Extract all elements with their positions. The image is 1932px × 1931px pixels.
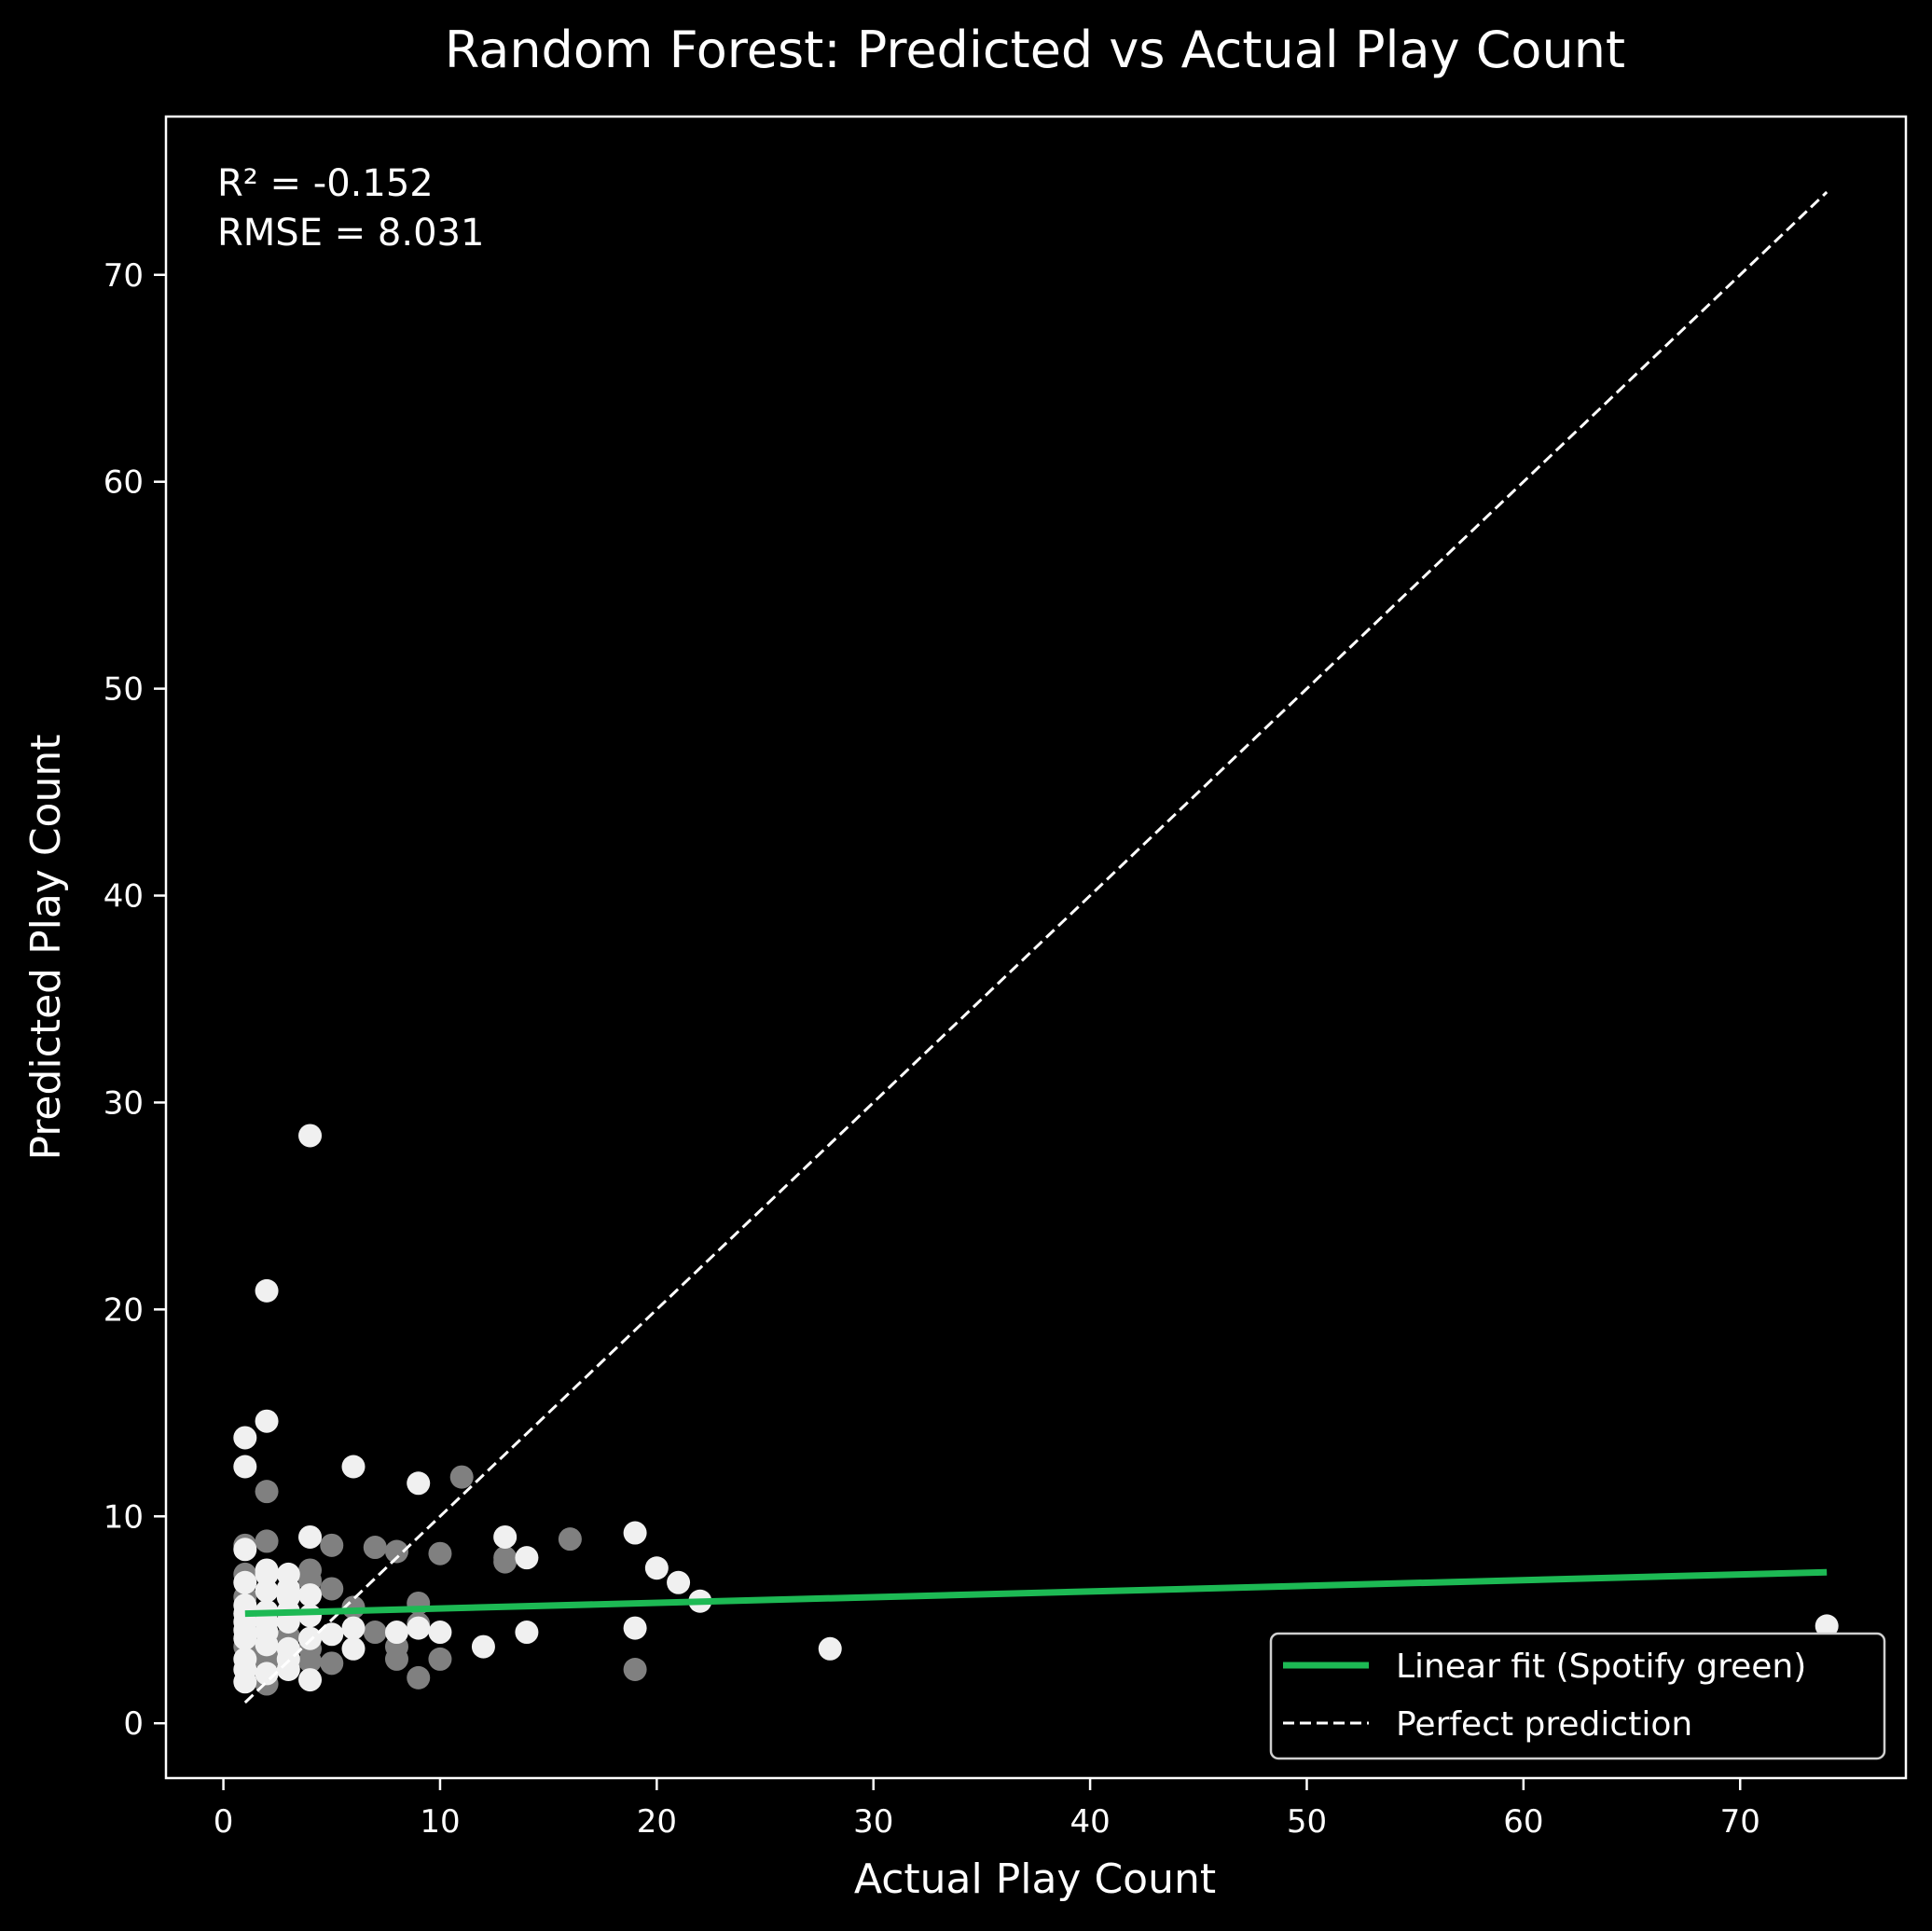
legend-fit-label: Linear fit (Spotify green) bbox=[1396, 1648, 1806, 1686]
legend: Linear fit (Spotify green) Perfect predi… bbox=[1269, 1632, 1886, 1760]
y-tick-label: 50 bbox=[104, 671, 144, 709]
scatter-point bbox=[428, 1541, 452, 1565]
scatter-point bbox=[255, 1529, 279, 1553]
scatter-point bbox=[320, 1577, 344, 1601]
scatter-point bbox=[233, 1426, 257, 1450]
scatter-point bbox=[298, 1649, 323, 1674]
scatter-point bbox=[255, 1579, 279, 1603]
scatter-point bbox=[363, 1536, 387, 1560]
scatter-point bbox=[407, 1471, 431, 1496]
scatter-point bbox=[276, 1609, 300, 1634]
x-tick-label: 20 bbox=[637, 1803, 677, 1841]
scatter-point bbox=[407, 1616, 431, 1640]
scatter-point bbox=[298, 1524, 323, 1549]
scatter-point bbox=[341, 1636, 366, 1661]
scatter-point bbox=[407, 1665, 431, 1690]
chart-title: Random Forest: Predicted vs Actual Play … bbox=[445, 21, 1625, 79]
y-tick-label: 70 bbox=[104, 257, 144, 295]
y-tick-label: 10 bbox=[104, 1498, 144, 1536]
scatter-point bbox=[515, 1621, 539, 1645]
scatter-point bbox=[449, 1465, 474, 1489]
rmse-annotation: RMSE = 8.031 bbox=[217, 212, 484, 255]
scatter-point bbox=[233, 1570, 257, 1594]
scatter-point bbox=[298, 1124, 323, 1148]
scatter-point bbox=[818, 1636, 842, 1661]
scatter-point bbox=[255, 1562, 279, 1586]
r-squared-annotation: R² = -0.152 bbox=[217, 162, 434, 205]
y-tick-label: 20 bbox=[104, 1291, 144, 1329]
scatter-point bbox=[644, 1556, 669, 1580]
legend-perfect-label: Perfect prediction bbox=[1396, 1705, 1692, 1744]
scatter-point bbox=[233, 1626, 257, 1650]
x-axis-ticks: 0 10 20 30 40 50 60 70 bbox=[214, 1778, 1760, 1841]
scatter-point bbox=[233, 1670, 257, 1694]
scatter-point bbox=[428, 1647, 452, 1671]
y-tick-label: 30 bbox=[104, 1084, 144, 1122]
scatter-point bbox=[384, 1621, 408, 1645]
scatter-point bbox=[558, 1527, 582, 1552]
scatter-point bbox=[233, 1538, 257, 1562]
scatter-point bbox=[623, 1657, 647, 1681]
scatter-point bbox=[428, 1621, 452, 1645]
scatter-point bbox=[363, 1621, 387, 1645]
x-tick-label: 0 bbox=[214, 1803, 234, 1841]
scatter-point bbox=[255, 1409, 279, 1433]
scatter-point bbox=[341, 1616, 366, 1640]
y-tick-label: 60 bbox=[104, 464, 144, 502]
axes-frame bbox=[164, 115, 1908, 1780]
scatter-point bbox=[384, 1539, 408, 1564]
scatter-point bbox=[493, 1550, 518, 1574]
scatter-point bbox=[255, 1480, 279, 1504]
plot-area bbox=[233, 190, 1839, 1704]
scatter-point bbox=[623, 1616, 647, 1640]
scatter-point bbox=[298, 1583, 323, 1607]
y-tick-label: 0 bbox=[123, 1705, 144, 1743]
x-tick-label: 60 bbox=[1503, 1803, 1543, 1841]
x-tick-label: 10 bbox=[420, 1803, 460, 1841]
scatter-point bbox=[255, 1662, 279, 1686]
y-tick-label: 40 bbox=[104, 878, 144, 916]
scatter-point bbox=[298, 1668, 323, 1692]
scatter-point bbox=[471, 1634, 495, 1659]
x-tick-label: 70 bbox=[1720, 1803, 1760, 1841]
scatter-point bbox=[255, 1278, 279, 1303]
y-axis-ticks: 0 10 20 30 40 50 60 70 bbox=[104, 257, 166, 1743]
scatter-point bbox=[320, 1533, 344, 1557]
legend-box bbox=[1269, 1632, 1886, 1760]
x-axis-label: Actual Play Count bbox=[854, 1855, 1216, 1903]
scatter-point bbox=[341, 1455, 366, 1479]
scatter-point bbox=[255, 1633, 279, 1657]
x-tick-label: 40 bbox=[1070, 1803, 1110, 1841]
scatter-point bbox=[298, 1626, 323, 1650]
scatter-point bbox=[320, 1651, 344, 1676]
linear-fit-line bbox=[244, 1568, 1828, 1618]
scatter-point bbox=[276, 1657, 300, 1681]
x-tick-label: 30 bbox=[853, 1803, 893, 1841]
perfect-prediction-line bbox=[243, 190, 1828, 1704]
scatter-point bbox=[298, 1604, 323, 1628]
scatter-point bbox=[623, 1521, 647, 1545]
scatter-point bbox=[515, 1546, 539, 1570]
y-axis-label: Predicted Play Count bbox=[22, 735, 70, 1161]
scatter-point bbox=[384, 1647, 408, 1671]
scatter-point bbox=[233, 1455, 257, 1479]
scatter-point bbox=[320, 1622, 344, 1647]
scatter-point bbox=[1815, 1614, 1839, 1638]
scatter-point bbox=[667, 1570, 691, 1594]
scatter-point bbox=[493, 1524, 518, 1549]
x-tick-label: 50 bbox=[1287, 1803, 1327, 1841]
